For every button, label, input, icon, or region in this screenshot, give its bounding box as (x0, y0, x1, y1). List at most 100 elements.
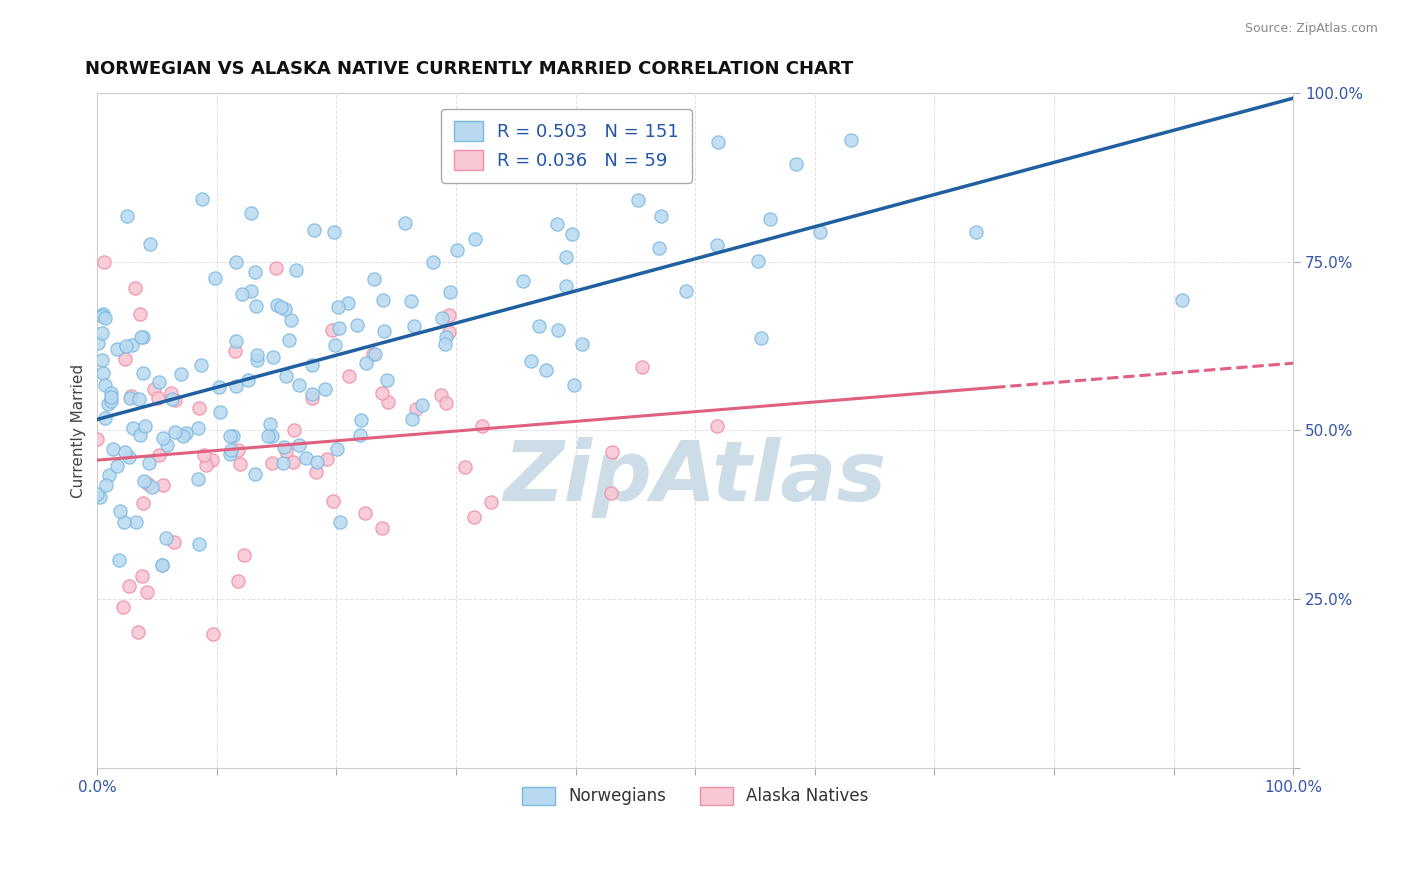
Point (125, 515, 148, 529)
Point (228, 442, 250, 457)
Point (304, 466, 326, 480)
Point (120, 389, 142, 403)
Point (226, 574, 249, 588)
Point (118, 392, 141, 406)
Point (439, 285, 461, 299)
Legend: Norwegians, Alaska Natives: Norwegians, Alaska Natives (513, 779, 877, 814)
Point (301, 358, 323, 372)
Point (208, 380, 231, 394)
Point (373, 293, 395, 307)
Point (155, 532, 177, 546)
Point (131, 569, 153, 583)
Point (322, 494, 344, 508)
Point (349, 427, 371, 442)
Point (647, 241, 669, 255)
Point (114, 445, 136, 459)
Point (401, 294, 423, 309)
Point (86, 432, 108, 446)
Point (411, 398, 433, 412)
Point (112, 515, 135, 529)
Point (288, 378, 311, 392)
Point (534, 363, 557, 377)
Point (707, 135, 730, 149)
Point (260, 456, 283, 470)
Point (91, 366, 114, 380)
Point (160, 386, 183, 401)
Point (706, 419, 728, 434)
Point (231, 286, 253, 301)
Point (129, 307, 152, 321)
Point (246, 353, 269, 368)
Point (965, 225, 987, 239)
Point (224, 344, 246, 359)
Point (675, 284, 697, 298)
Point (627, 193, 650, 207)
Point (118, 579, 141, 593)
Point (321, 322, 343, 336)
Point (204, 271, 226, 285)
Point (219, 429, 242, 443)
Text: ZipAtlas: ZipAtlas (503, 437, 887, 518)
Point (105, 459, 128, 474)
Point (127, 625, 149, 640)
Point (361, 347, 384, 361)
Point (150, 558, 173, 573)
Point (295, 451, 318, 466)
Point (233, 548, 256, 562)
Point (160, 392, 183, 406)
Point (288, 438, 311, 452)
Point (193, 449, 215, 463)
Point (187, 421, 209, 435)
Point (96, 477, 118, 491)
Point (87, 335, 110, 350)
Point (463, 509, 485, 524)
Point (191, 193, 214, 207)
Point (187, 472, 209, 486)
Point (363, 346, 385, 360)
Point (546, 217, 568, 231)
Point (148, 448, 170, 462)
Point (172, 429, 194, 443)
Point (100, 385, 122, 400)
Point (785, 157, 807, 171)
Point (346, 318, 368, 332)
Point (132, 496, 155, 510)
Point (129, 329, 152, 343)
Point (150, 558, 173, 573)
Point (139, 237, 162, 252)
Point (170, 368, 193, 382)
Point (270, 300, 292, 314)
Point (600, 486, 623, 500)
Point (316, 452, 339, 467)
Point (354, 356, 377, 370)
Point (91, 307, 114, 321)
Point (262, 350, 284, 364)
Point (152, 478, 174, 492)
Point (222, 429, 245, 443)
Point (1171, 293, 1194, 307)
Point (93, 254, 115, 268)
Point (257, 428, 280, 442)
Point (377, 395, 399, 409)
Point (201, 453, 224, 467)
Point (555, 279, 578, 293)
Point (108, 503, 131, 517)
Point (323, 337, 346, 351)
Point (302, 223, 325, 237)
Point (273, 441, 295, 455)
Point (124, 281, 146, 295)
Point (337, 369, 360, 384)
Point (239, 285, 262, 299)
Point (243, 467, 266, 481)
Point (108, 553, 131, 567)
Point (283, 424, 305, 438)
Point (446, 243, 468, 257)
Point (432, 311, 454, 326)
Point (190, 358, 212, 372)
Point (260, 429, 283, 443)
Point (128, 428, 150, 442)
Point (105, 343, 128, 357)
Point (301, 392, 323, 406)
Point (101, 442, 124, 456)
Point (90, 353, 112, 368)
